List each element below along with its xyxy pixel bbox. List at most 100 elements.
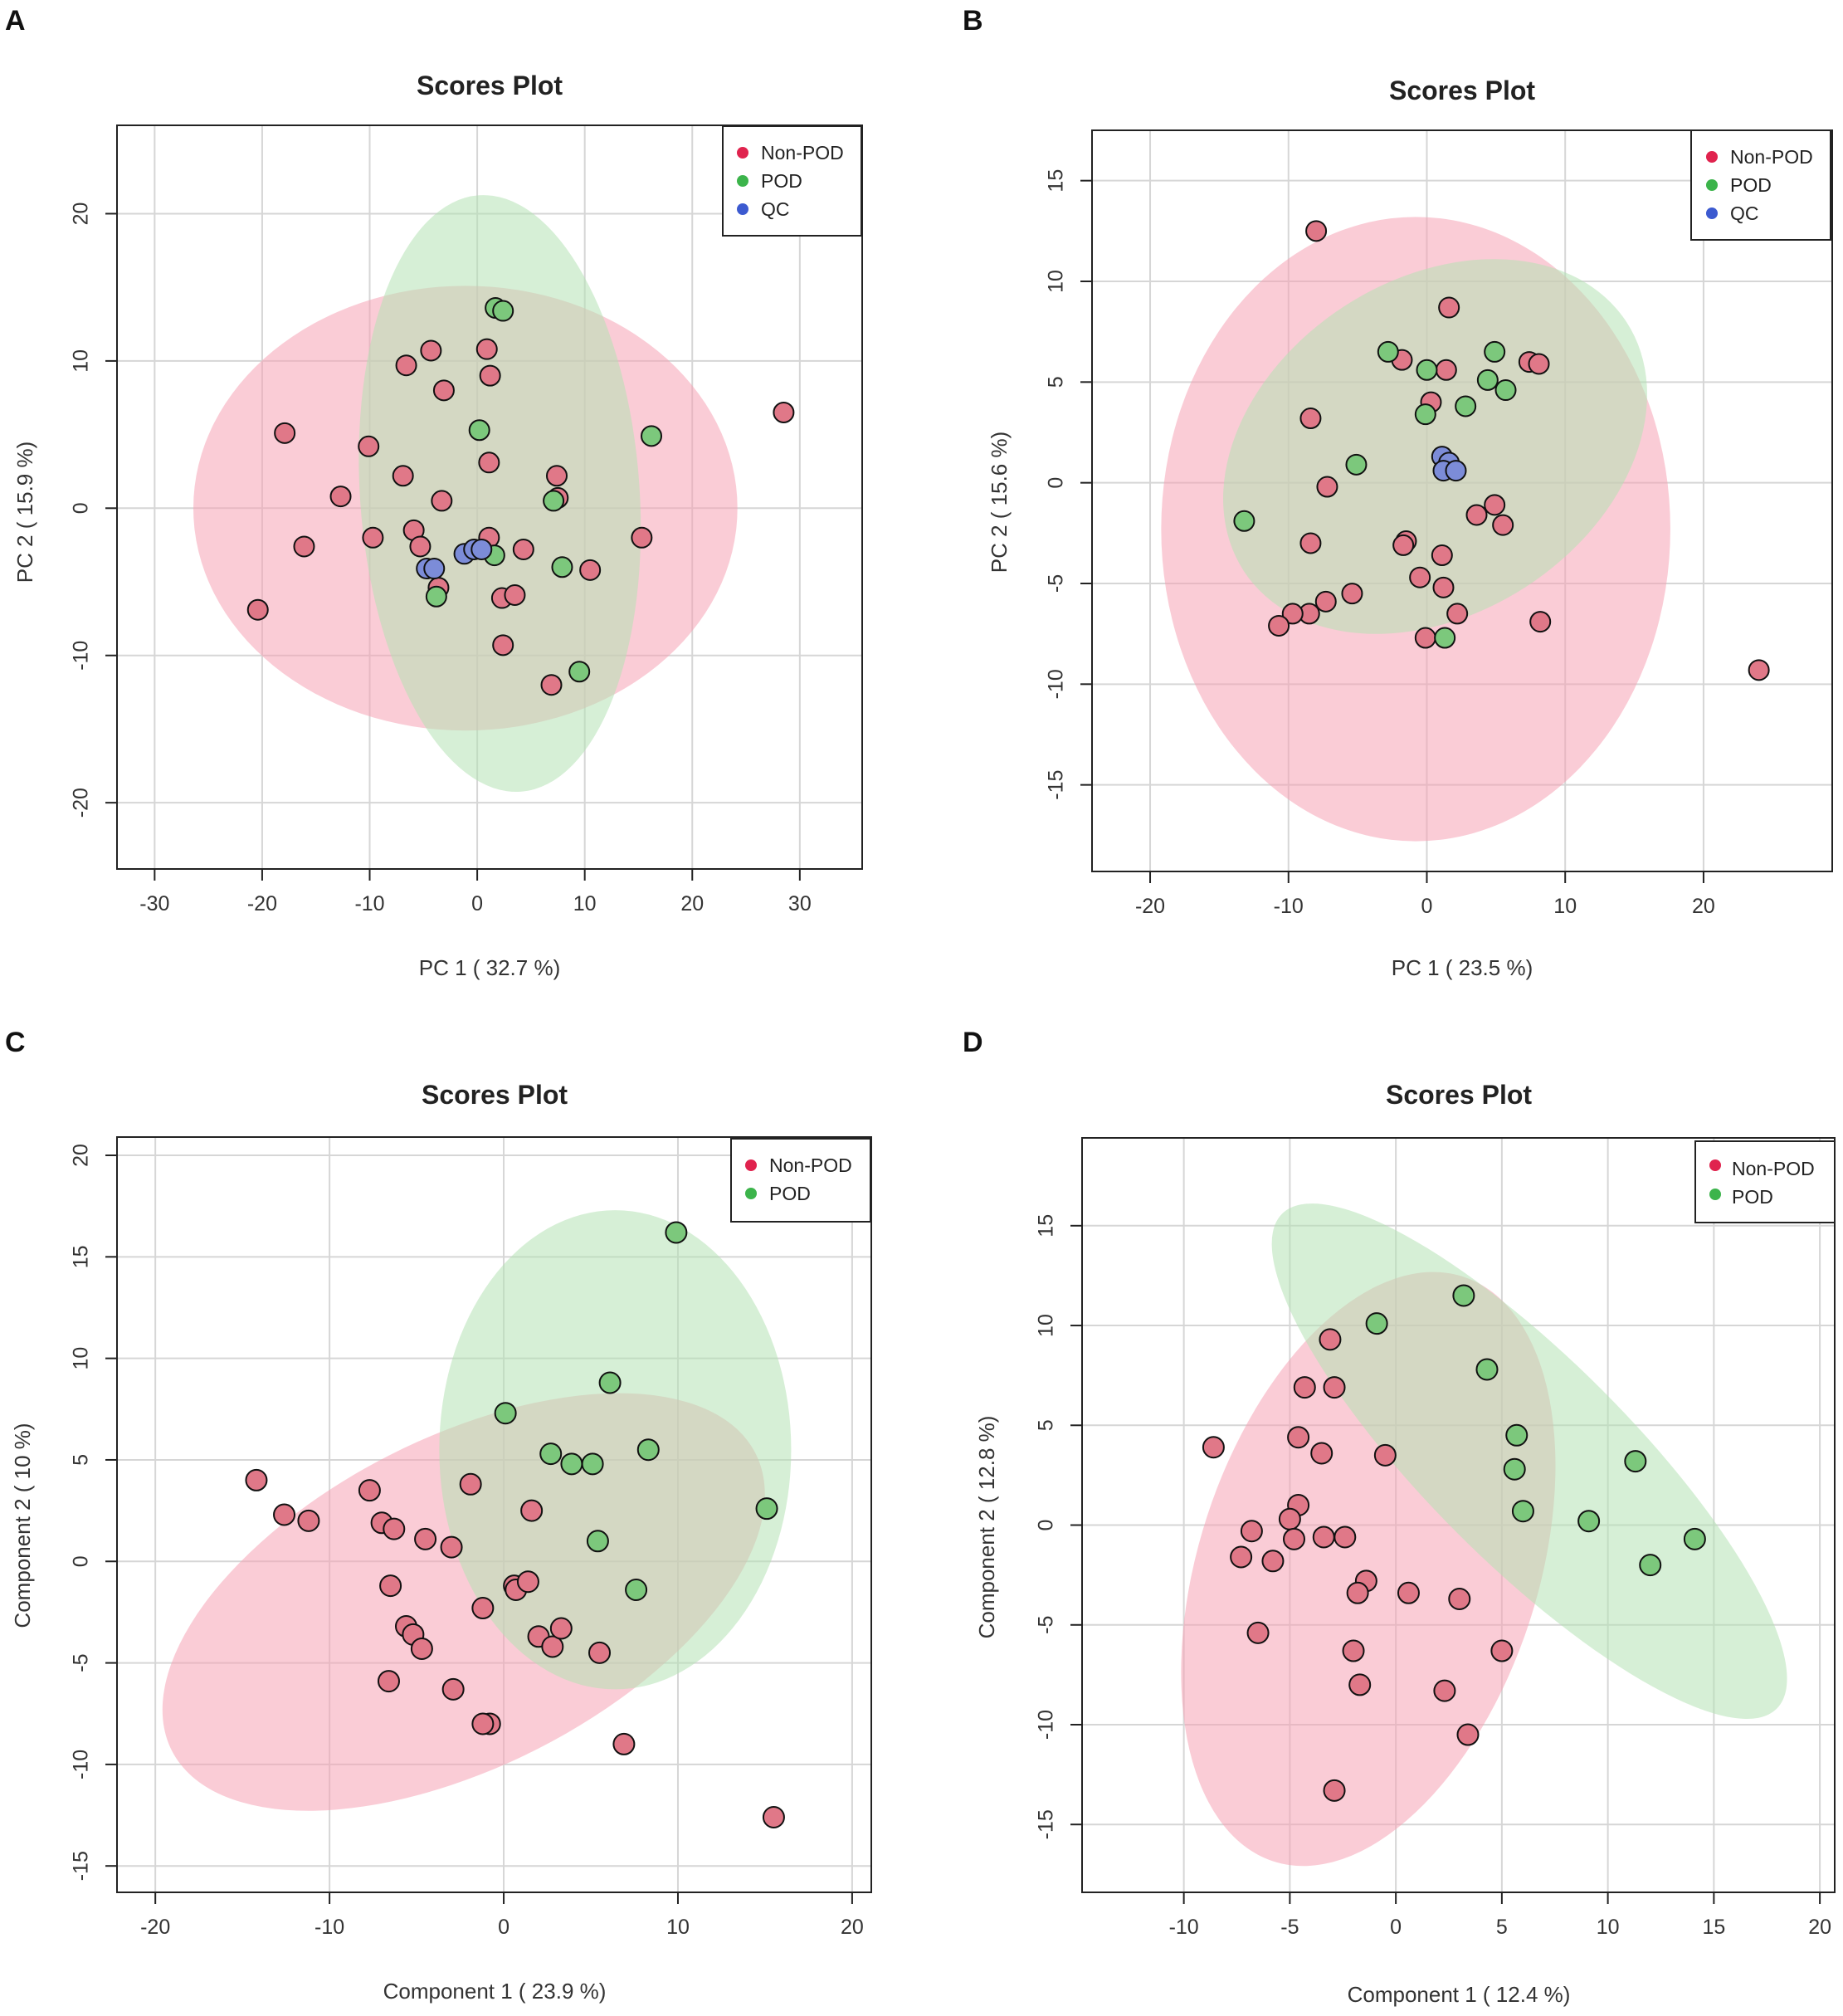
point-non-pod — [1490, 1639, 1514, 1662]
plot-frame — [1091, 129, 1833, 872]
point-pod — [1577, 1510, 1601, 1533]
point-non-pod — [631, 526, 653, 549]
point-pod — [598, 1371, 622, 1394]
point-non-pod — [1448, 1588, 1471, 1610]
point-non-pod — [410, 1637, 433, 1660]
panel-letter-c: C — [5, 1027, 26, 1058]
point-pod — [494, 1402, 517, 1425]
y-tick-label: -5 — [70, 1653, 93, 1672]
y-tick-label: -5 — [1035, 1616, 1058, 1634]
point-pod — [636, 1438, 660, 1462]
point-non-pod — [1341, 583, 1363, 605]
legend-label-non-pod: Non-POD — [1732, 1158, 1815, 1179]
point-non-pod — [246, 598, 269, 621]
point-non-pod — [520, 1499, 544, 1522]
legend-label-non-pod: Non-POD — [769, 1154, 852, 1176]
x-tick-label: 0 — [1421, 895, 1433, 918]
point-non-pod — [1202, 1436, 1225, 1459]
point-non-pod — [588, 1641, 612, 1664]
point-qc — [423, 558, 446, 580]
point-non-pod — [471, 1712, 495, 1735]
chart-title: Scores Plot — [1389, 76, 1535, 105]
point-pod — [1365, 1312, 1388, 1335]
point-non-pod — [329, 486, 352, 508]
point-pod — [560, 1452, 583, 1476]
point-non-pod — [1348, 1673, 1372, 1696]
y-tick-label: 15 — [1045, 169, 1068, 193]
y-tick-label: -15 — [70, 1851, 93, 1881]
chart-title: Scores Plot — [422, 1080, 568, 1110]
legend: Non-POD POD — [1694, 1140, 1836, 1223]
point-non-pod — [1230, 1545, 1253, 1569]
axes: -10 -5 0 5 10 15 20 -15 -10 -5 0 5 10 15 — [1035, 1214, 1831, 1939]
legend-marker-pod — [1706, 179, 1718, 191]
x-tick-label: 10 — [1597, 1916, 1620, 1939]
point-pod — [755, 1497, 778, 1521]
point-qc — [1445, 460, 1467, 482]
ellipse-pod — [1223, 259, 1647, 634]
point-pod — [568, 661, 591, 683]
point-non-pod — [1465, 504, 1488, 526]
legend-marker-non-pod — [1709, 1159, 1721, 1171]
point-non-pod — [504, 583, 526, 606]
point-non-pod — [1314, 590, 1337, 613]
y-tick-label: -10 — [70, 641, 93, 671]
point-pod — [1455, 395, 1477, 417]
point-non-pod — [1431, 544, 1453, 567]
legend: Non-POD POD QC — [1690, 129, 1831, 241]
point-non-pod — [1484, 494, 1506, 516]
point-pod — [1414, 403, 1436, 426]
y-tick-label: -10 — [1035, 1710, 1058, 1740]
legend-marker-non-pod — [745, 1159, 757, 1171]
point-pod — [1484, 340, 1506, 363]
legend-label-non-pod: Non-POD — [761, 142, 844, 164]
legend-label-pod: POD — [769, 1183, 811, 1204]
x-tick-label: -20 — [140, 1916, 170, 1939]
legend-marker-non-pod — [737, 147, 748, 159]
legend-marker-qc — [737, 203, 748, 215]
x-tick-label: -20 — [1135, 895, 1165, 918]
point-pod — [492, 300, 514, 322]
points — [1233, 220, 1770, 681]
plot-area: -30 -20 -10 0 10 20 30 -20 -10 0 10 20 — [70, 124, 863, 915]
point-pod — [539, 1442, 563, 1466]
point-non-pod — [762, 1805, 785, 1828]
x-tick-label: 0 — [471, 892, 483, 915]
y-tick-label: -10 — [1045, 669, 1068, 699]
point-non-pod — [392, 465, 414, 487]
ellipse-pod — [1271, 1203, 1787, 1720]
y-tick-label: 10 — [70, 349, 93, 373]
point-non-pod — [1323, 1376, 1346, 1399]
panel-letter-d: D — [963, 1027, 983, 1058]
point-non-pod — [1409, 566, 1431, 588]
legend-marker-pod — [1709, 1189, 1721, 1200]
point-non-pod — [1282, 1527, 1305, 1550]
point-pod — [1639, 1554, 1662, 1577]
point-pod — [1475, 1358, 1499, 1381]
point-non-pod — [395, 354, 417, 377]
point-non-pod — [274, 422, 296, 444]
point-non-pod — [1312, 1525, 1335, 1549]
point-non-pod — [478, 452, 500, 474]
point-pod — [1683, 1527, 1706, 1550]
point-non-pod — [492, 634, 514, 657]
axes: -20 -10 0 10 20 -15 -10 -5 0 5 10 15 — [1045, 169, 1715, 918]
legend-marker-pod — [737, 175, 748, 187]
y-axis-label: PC 2 ( 15.6 %) — [987, 432, 1012, 574]
y-tick-label: 15 — [1035, 1214, 1058, 1237]
point-non-pod — [471, 1597, 495, 1620]
point-non-pod — [1333, 1525, 1357, 1549]
x-tick-label: -10 — [314, 1916, 344, 1939]
point-pod — [551, 556, 573, 578]
point-non-pod — [362, 526, 384, 549]
x-axis-label: Component 1 ( 12.4 %) — [1348, 1982, 1571, 2007]
point-non-pod — [1319, 1328, 1342, 1351]
points — [246, 297, 795, 696]
points — [1202, 1284, 1706, 1802]
y-tick-label: 5 — [1035, 1419, 1058, 1431]
point-non-pod — [1310, 1442, 1333, 1465]
x-tick-label: 20 — [680, 892, 704, 915]
point-non-pod — [441, 1677, 465, 1701]
point-pod — [468, 419, 490, 442]
